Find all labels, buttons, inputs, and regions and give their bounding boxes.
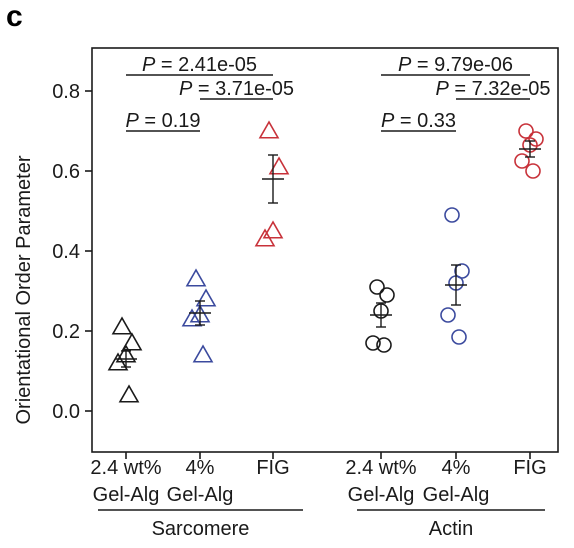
- mean-sem-bars: [115, 141, 541, 367]
- y-tick-label: 0.4: [52, 241, 80, 263]
- p-value-label: P = 7.32e-05: [435, 78, 550, 100]
- p-value-label: P = 0.19: [125, 110, 200, 132]
- p-value-label: P = 2.41e-05: [142, 54, 257, 76]
- data-point-circle: [529, 132, 543, 146]
- p-symbol: P: [381, 110, 395, 132]
- p-symbol: P: [142, 54, 156, 76]
- x-tick-label-line2: Gel-Alg: [423, 484, 490, 506]
- y-tick-label: 0.8: [52, 81, 80, 103]
- x-tick-label-line2: Gel-Alg: [93, 484, 160, 506]
- p-value-text: = 2.41e-05: [155, 54, 257, 76]
- p-symbol: P: [435, 78, 449, 100]
- p-value-text: = 3.71e-05: [192, 78, 294, 100]
- p-symbol: P: [179, 78, 193, 100]
- significance-annotations: P = 2.41e-05P = 3.71e-05P = 0.19P = 9.79…: [125, 54, 550, 132]
- y-tick-label: 0.6: [52, 161, 80, 183]
- x-tick-label: FIG: [256, 457, 289, 479]
- p-symbol: P: [398, 54, 412, 76]
- p-value-text: = 0.19: [139, 110, 201, 132]
- data-point-circle: [519, 124, 533, 138]
- data-point-circle: [445, 208, 459, 222]
- data-point-circle: [452, 330, 466, 344]
- y-axis-label: Orientational Order Parameter: [13, 155, 35, 424]
- p-value-label: P = 3.71e-05: [179, 78, 294, 100]
- x-tick-label-line2: Gel-Alg: [167, 484, 234, 506]
- data-point-triangle: [187, 270, 205, 286]
- p-value-text: = 9.79e-06: [411, 54, 513, 76]
- p-value-label: P = 0.33: [381, 110, 456, 132]
- x-tick-label: 2.4 wt%: [345, 457, 416, 479]
- p-value-label: P = 9.79e-06: [398, 54, 513, 76]
- p-value-text: = 7.32e-05: [449, 78, 551, 100]
- x-tick-label: 2.4 wt%: [90, 457, 161, 479]
- x-tick-label: 4%: [186, 457, 215, 479]
- data-point-triangle: [260, 122, 278, 138]
- p-symbol: P: [125, 110, 139, 132]
- data-point-triangle: [113, 318, 131, 334]
- group-label: Sarcomere: [152, 518, 250, 540]
- data-point-triangle: [264, 222, 282, 238]
- data-point-circle: [380, 288, 394, 302]
- data-point-triangle: [194, 346, 212, 362]
- p-value-text: = 0.33: [394, 110, 456, 132]
- x-tick-label-line2: Gel-Alg: [348, 484, 415, 506]
- data-point-circle: [441, 308, 455, 322]
- data-point-circle: [526, 164, 540, 178]
- y-tick-label: 0.0: [52, 401, 80, 423]
- x-tick-label: FIG: [513, 457, 546, 479]
- data-point-triangle: [120, 386, 138, 402]
- x-tick-label: 4%: [442, 457, 471, 479]
- panel-letter: c: [6, 0, 23, 33]
- group-label: Actin: [429, 518, 473, 540]
- data-point-circle: [370, 280, 384, 294]
- plot-frame: [92, 48, 558, 452]
- data-points: [109, 122, 543, 402]
- x-tick-labels: 2.4 wt% Gel-Alg 4% Gel-Alg FIG 2.4 wt% Gel-Alg…: [90, 457, 546, 540]
- y-tick-label: 0.2: [52, 321, 80, 343]
- data-point-circle: [515, 154, 529, 168]
- axes: 0.0 0.2 0.4 0.6 0.8 Orientational Order Param…: [13, 48, 558, 459]
